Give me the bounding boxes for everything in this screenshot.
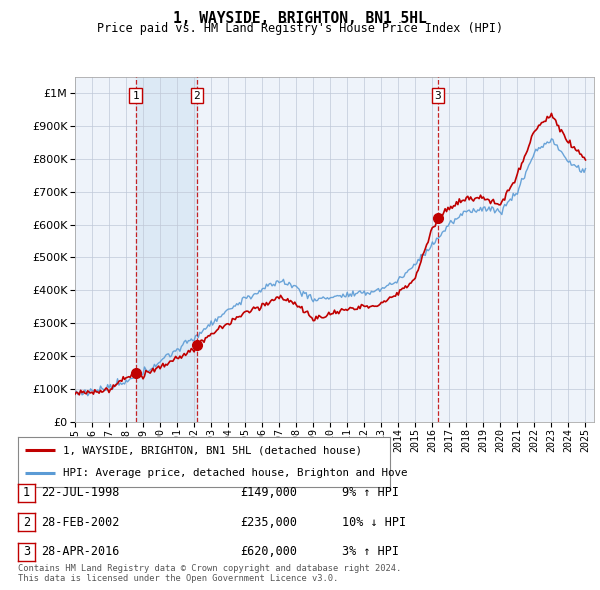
Text: 1, WAYSIDE, BRIGHTON, BN1 5HL: 1, WAYSIDE, BRIGHTON, BN1 5HL (173, 11, 427, 25)
Text: Contains HM Land Registry data © Crown copyright and database right 2024.
This d: Contains HM Land Registry data © Crown c… (18, 563, 401, 583)
Text: HPI: Average price, detached house, Brighton and Hove: HPI: Average price, detached house, Brig… (62, 468, 407, 478)
Text: 3% ↑ HPI: 3% ↑ HPI (342, 545, 399, 558)
Text: 22-JUL-1998: 22-JUL-1998 (41, 486, 119, 499)
Text: 9% ↑ HPI: 9% ↑ HPI (342, 486, 399, 499)
Text: 2: 2 (193, 90, 200, 100)
Text: 28-FEB-2002: 28-FEB-2002 (41, 516, 119, 529)
Text: 28-APR-2016: 28-APR-2016 (41, 545, 119, 558)
Text: 1, WAYSIDE, BRIGHTON, BN1 5HL (detached house): 1, WAYSIDE, BRIGHTON, BN1 5HL (detached … (62, 445, 362, 455)
Text: £235,000: £235,000 (240, 516, 297, 529)
Text: Price paid vs. HM Land Registry's House Price Index (HPI): Price paid vs. HM Land Registry's House … (97, 22, 503, 35)
Text: £149,000: £149,000 (240, 486, 297, 499)
Text: 2: 2 (23, 516, 30, 529)
Text: 3: 3 (434, 90, 442, 100)
Text: 1: 1 (23, 486, 30, 499)
Text: 3: 3 (23, 545, 30, 558)
Bar (136, 77, 197, 422)
Text: 10% ↓ HPI: 10% ↓ HPI (342, 516, 406, 529)
Text: 1: 1 (132, 90, 139, 100)
Text: £620,000: £620,000 (240, 545, 297, 558)
